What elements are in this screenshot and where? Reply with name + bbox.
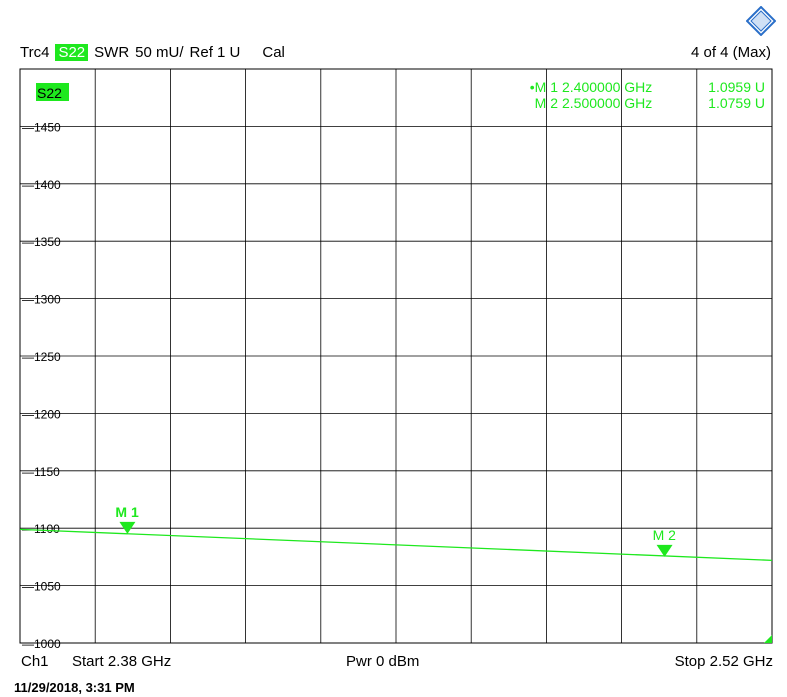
stop-indicator: [764, 635, 772, 643]
series-line: [19, 528, 773, 561]
y-tick-label: —1400: [22, 178, 61, 192]
marker-readout-frequency: 2.500000 GHz: [562, 95, 652, 111]
trace-badge: S22: [37, 85, 62, 101]
power-label[interactable]: Pwr 0 dBm: [346, 653, 420, 670]
marker-readout-value: 1.0959 U: [708, 79, 765, 95]
marker-readout-name: M 2: [535, 95, 559, 111]
marker-readout-value: 1.0759 U: [708, 95, 765, 111]
rohde-schwarz-logo-icon: [746, 6, 776, 36]
stop-frequency[interactable]: Stop 2.52 GHz: [674, 653, 773, 670]
marker-label: M 1: [115, 504, 139, 520]
y-tick-label: —1450: [22, 120, 61, 134]
trace-count: 4 of 4 (Max): [690, 44, 771, 61]
y-tick-label: —1000: [22, 637, 61, 651]
start-frequency[interactable]: Start 2.38 GHz: [72, 653, 172, 670]
timestamp: 11/29/2018, 3:31 PM: [14, 680, 135, 695]
marker-triangle: [656, 544, 673, 557]
y-tick-label: —1150: [22, 465, 60, 479]
scale-label[interactable]: 50 mU/: [135, 44, 184, 61]
y-tick-label: —1100: [22, 522, 60, 536]
trace-header: Trc4 S22 SWR 50 mU/ Ref 1 U Cal: [20, 44, 291, 61]
marker-readout-frequency: 2.400000 GHz: [562, 79, 652, 95]
marker-readout-name: •M 1: [530, 79, 558, 95]
y-tick-label: —1250: [22, 350, 61, 364]
channel-label[interactable]: Ch1: [21, 653, 49, 670]
y-tick-label: —1050: [22, 580, 61, 594]
format-label[interactable]: SWR: [94, 44, 130, 61]
trace-name[interactable]: Trc4: [20, 44, 50, 61]
ref-label[interactable]: Ref 1 U: [189, 44, 241, 61]
trace-badge-bg: [36, 83, 69, 101]
y-tick-label: —1300: [22, 293, 61, 307]
y-tick-label: —1350: [22, 235, 61, 249]
cal-label: Cal: [262, 44, 285, 61]
marker-triangle: [119, 521, 136, 534]
parameter-badge[interactable]: S22: [55, 44, 89, 61]
marker-label: M 2: [653, 527, 677, 543]
y-tick-label: —1200: [22, 407, 61, 421]
